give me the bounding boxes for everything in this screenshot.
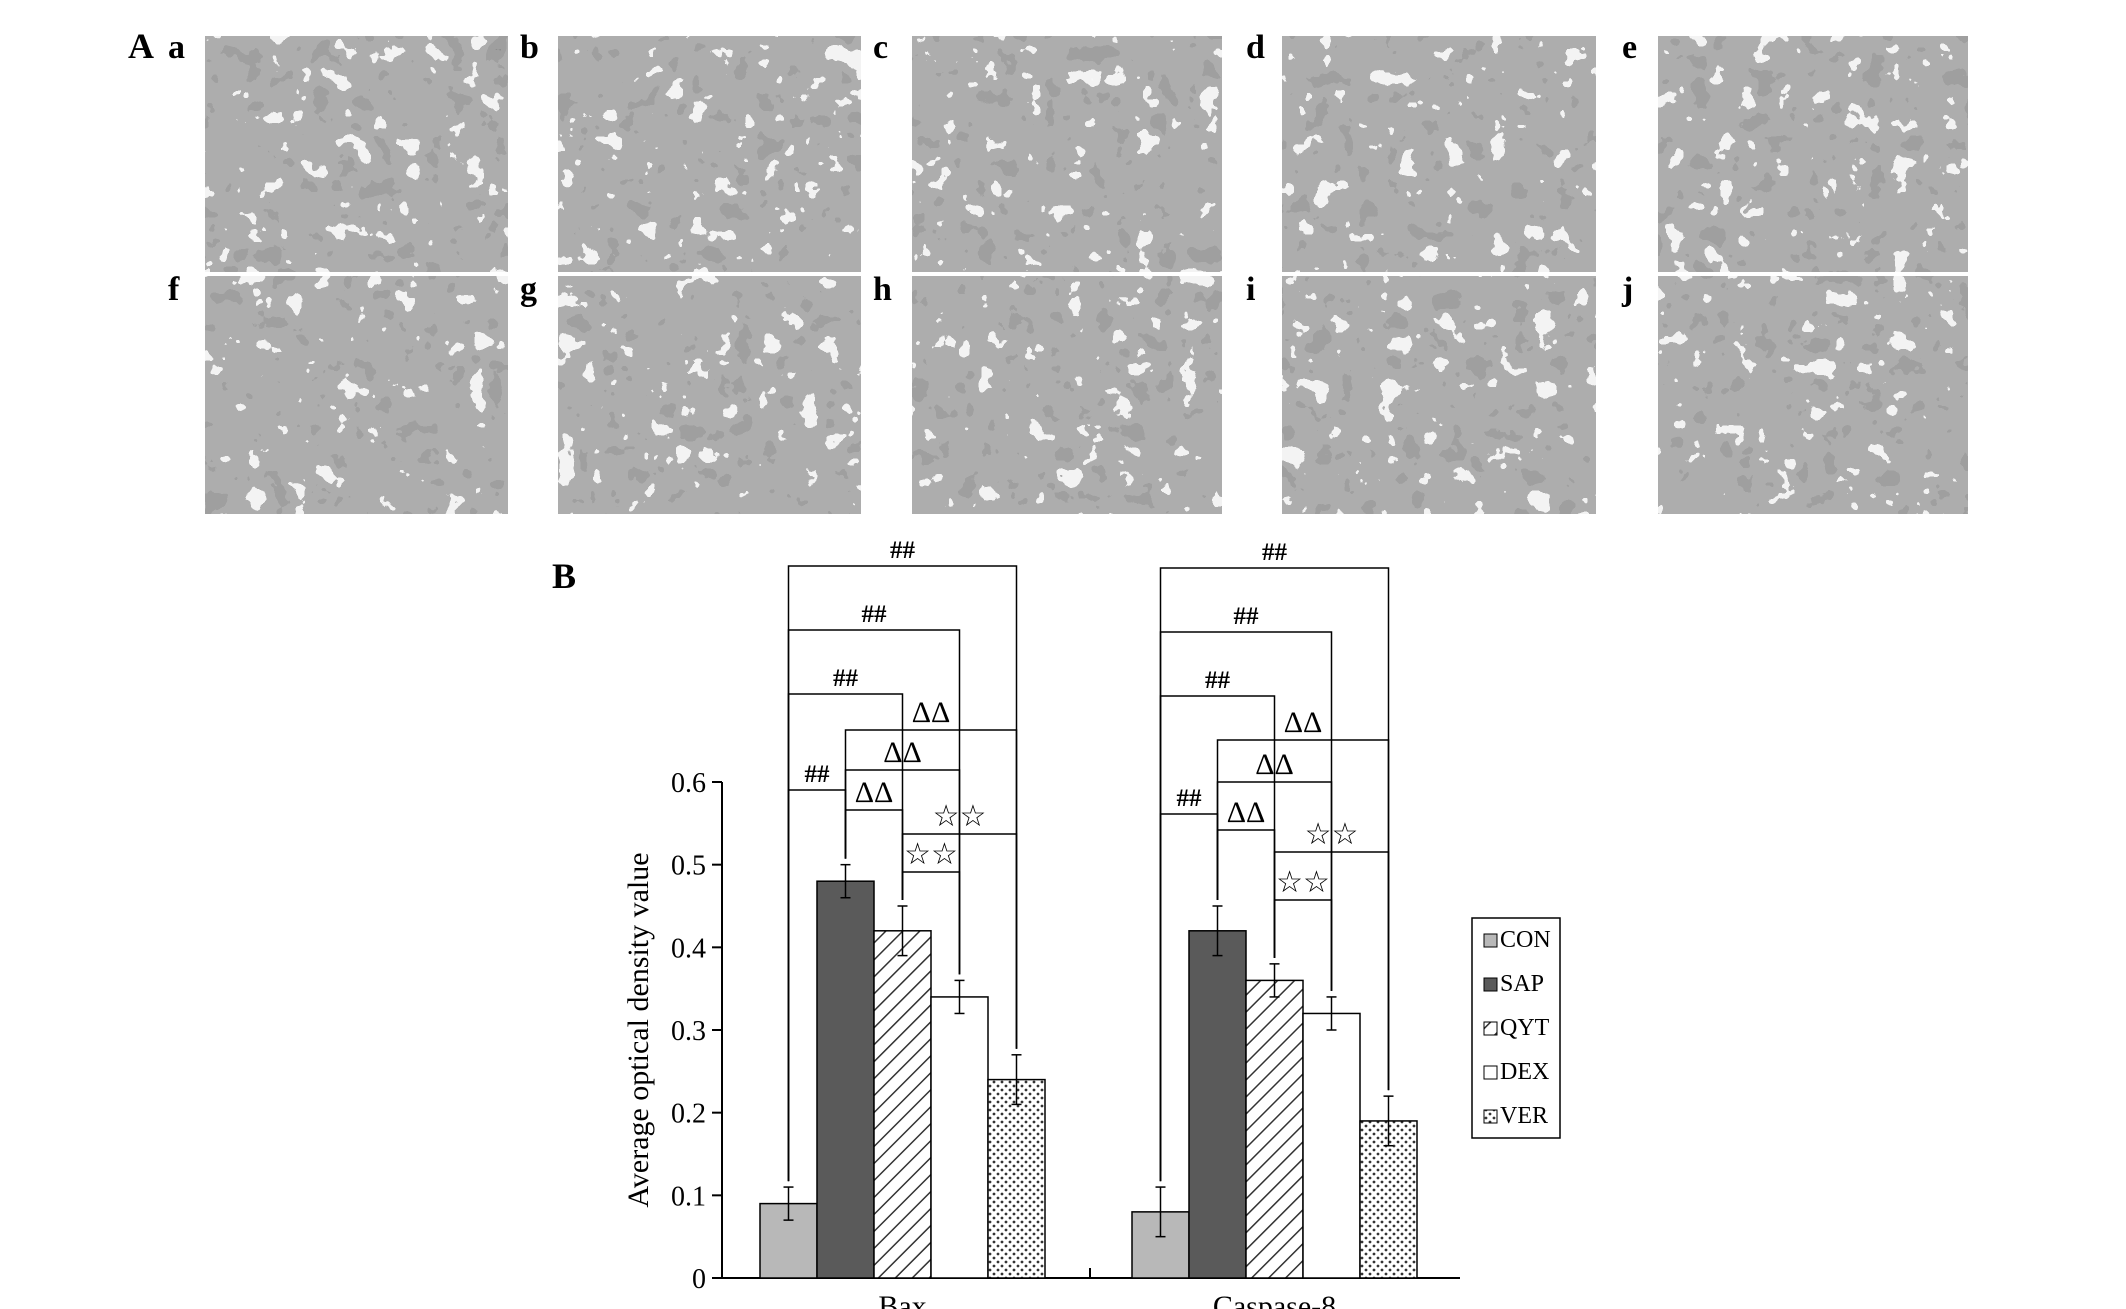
x-category-label: Bax bbox=[878, 1290, 926, 1309]
bar-ver-bax bbox=[987, 1078, 1046, 1279]
bar-qyt-bax bbox=[873, 930, 932, 1279]
bar-sap-caspase-8 bbox=[1188, 930, 1247, 1279]
significance-bracket-12-label: ## bbox=[1262, 539, 1288, 566]
significance-bracket-13-label: ΔΔ bbox=[1227, 796, 1266, 829]
micrograph-c bbox=[912, 36, 1222, 272]
micrograph-f bbox=[205, 276, 508, 514]
significance-bracket-3-label: ## bbox=[890, 537, 916, 564]
y-tick-label: 0.2 bbox=[671, 1099, 706, 1130]
bar-qyt-caspase-8 bbox=[1245, 979, 1304, 1279]
significance-bracket-7-label: ☆☆ bbox=[904, 838, 958, 871]
micrograph-label-a: a bbox=[168, 29, 185, 66]
micrograph-label-j: j bbox=[1621, 271, 1633, 308]
micrograph-j bbox=[1658, 276, 1968, 514]
significance-bracket-17 bbox=[1273, 851, 1390, 1091]
significance-bracket-10-label: ## bbox=[1205, 667, 1231, 694]
micrograph-a bbox=[205, 36, 508, 272]
micrograph-label-h: h bbox=[873, 271, 892, 308]
legend-swatch-qyt bbox=[1483, 1021, 1498, 1036]
panel-b-label: B bbox=[552, 556, 576, 596]
legend-label-sap: SAP bbox=[1500, 971, 1544, 997]
y-tick-label: 0.3 bbox=[671, 1016, 706, 1047]
legend-label-qyt: QYT bbox=[1500, 1015, 1550, 1041]
micrograph-d bbox=[1282, 36, 1596, 272]
micrograph-label-e: e bbox=[1622, 29, 1637, 66]
micrograph-label-d: d bbox=[1246, 29, 1265, 66]
legend-swatch-ver bbox=[1483, 1109, 1498, 1124]
legend-swatch-sap bbox=[1483, 977, 1498, 992]
y-axis-label: Average optical density value bbox=[622, 852, 655, 1207]
legend-swatch-con bbox=[1483, 933, 1498, 948]
significance-bracket-8 bbox=[901, 833, 1018, 1049]
y-tick-label: 0 bbox=[692, 1264, 706, 1295]
micrograph-b bbox=[558, 36, 861, 272]
significance-bracket-14-label: ΔΔ bbox=[1255, 748, 1294, 781]
y-tick-label: 0.4 bbox=[671, 933, 706, 964]
significance-bracket-15-label: ΔΔ bbox=[1284, 706, 1323, 739]
bar-dex-bax bbox=[930, 996, 989, 1279]
significance-bracket-16 bbox=[1273, 899, 1333, 991]
micrograph-e bbox=[1658, 36, 1968, 272]
x-category-label: Caspase-8 bbox=[1213, 1290, 1336, 1309]
micrograph-g bbox=[558, 276, 861, 514]
legend-label-ver: VER bbox=[1500, 1103, 1548, 1129]
y-tick-label: 0.6 bbox=[671, 768, 706, 799]
micrograph-label-g: g bbox=[520, 271, 537, 308]
y-tick-label: 0.1 bbox=[671, 1181, 706, 1212]
legend-label-con: CON bbox=[1500, 927, 1551, 953]
significance-bracket-5-label: ΔΔ bbox=[883, 736, 922, 769]
significance-bracket-2-label: ## bbox=[862, 601, 888, 628]
panel-a-label: A bbox=[128, 26, 154, 66]
significance-bracket-16-label: ☆☆ bbox=[1276, 866, 1330, 899]
significance-bracket-0-label: ## bbox=[805, 761, 831, 788]
significance-bracket-11-label: ## bbox=[1234, 603, 1260, 630]
y-tick-label: 0.5 bbox=[671, 851, 706, 882]
significance-bracket-8-label: ☆☆ bbox=[933, 800, 987, 833]
bar-sap-bax bbox=[816, 880, 875, 1279]
significance-bracket-1-label: ## bbox=[833, 665, 859, 692]
significance-bracket-6-label: ΔΔ bbox=[912, 696, 951, 729]
micrograph-label-i: i bbox=[1246, 271, 1255, 308]
legend-label-dex: DEX bbox=[1500, 1059, 1549, 1085]
significance-bracket-17-label: ☆☆ bbox=[1305, 818, 1359, 851]
legend-swatch-dex bbox=[1483, 1065, 1498, 1080]
significance-bracket-9-label: ## bbox=[1177, 785, 1203, 812]
micrograph-label-f: f bbox=[168, 271, 180, 308]
micrograph-i bbox=[1282, 276, 1596, 514]
bar-ver-caspase-8 bbox=[1359, 1120, 1418, 1279]
micrograph-h bbox=[912, 276, 1222, 514]
bar-chart: 0 0.1 0.2 0.3 0.4 0.5 0.6 Average optical densi… bbox=[622, 537, 1561, 1309]
bar-dex-caspase-8 bbox=[1302, 1012, 1361, 1279]
micrograph-label-b: b bbox=[520, 29, 539, 66]
micrograph-label-c: c bbox=[873, 29, 888, 66]
significance-bracket-4-label: ΔΔ bbox=[855, 776, 894, 809]
micrograph-grid: a b c d e f g h i j bbox=[168, 29, 1968, 514]
legend: CON SAP QYT DEX VER bbox=[1471, 917, 1561, 1139]
